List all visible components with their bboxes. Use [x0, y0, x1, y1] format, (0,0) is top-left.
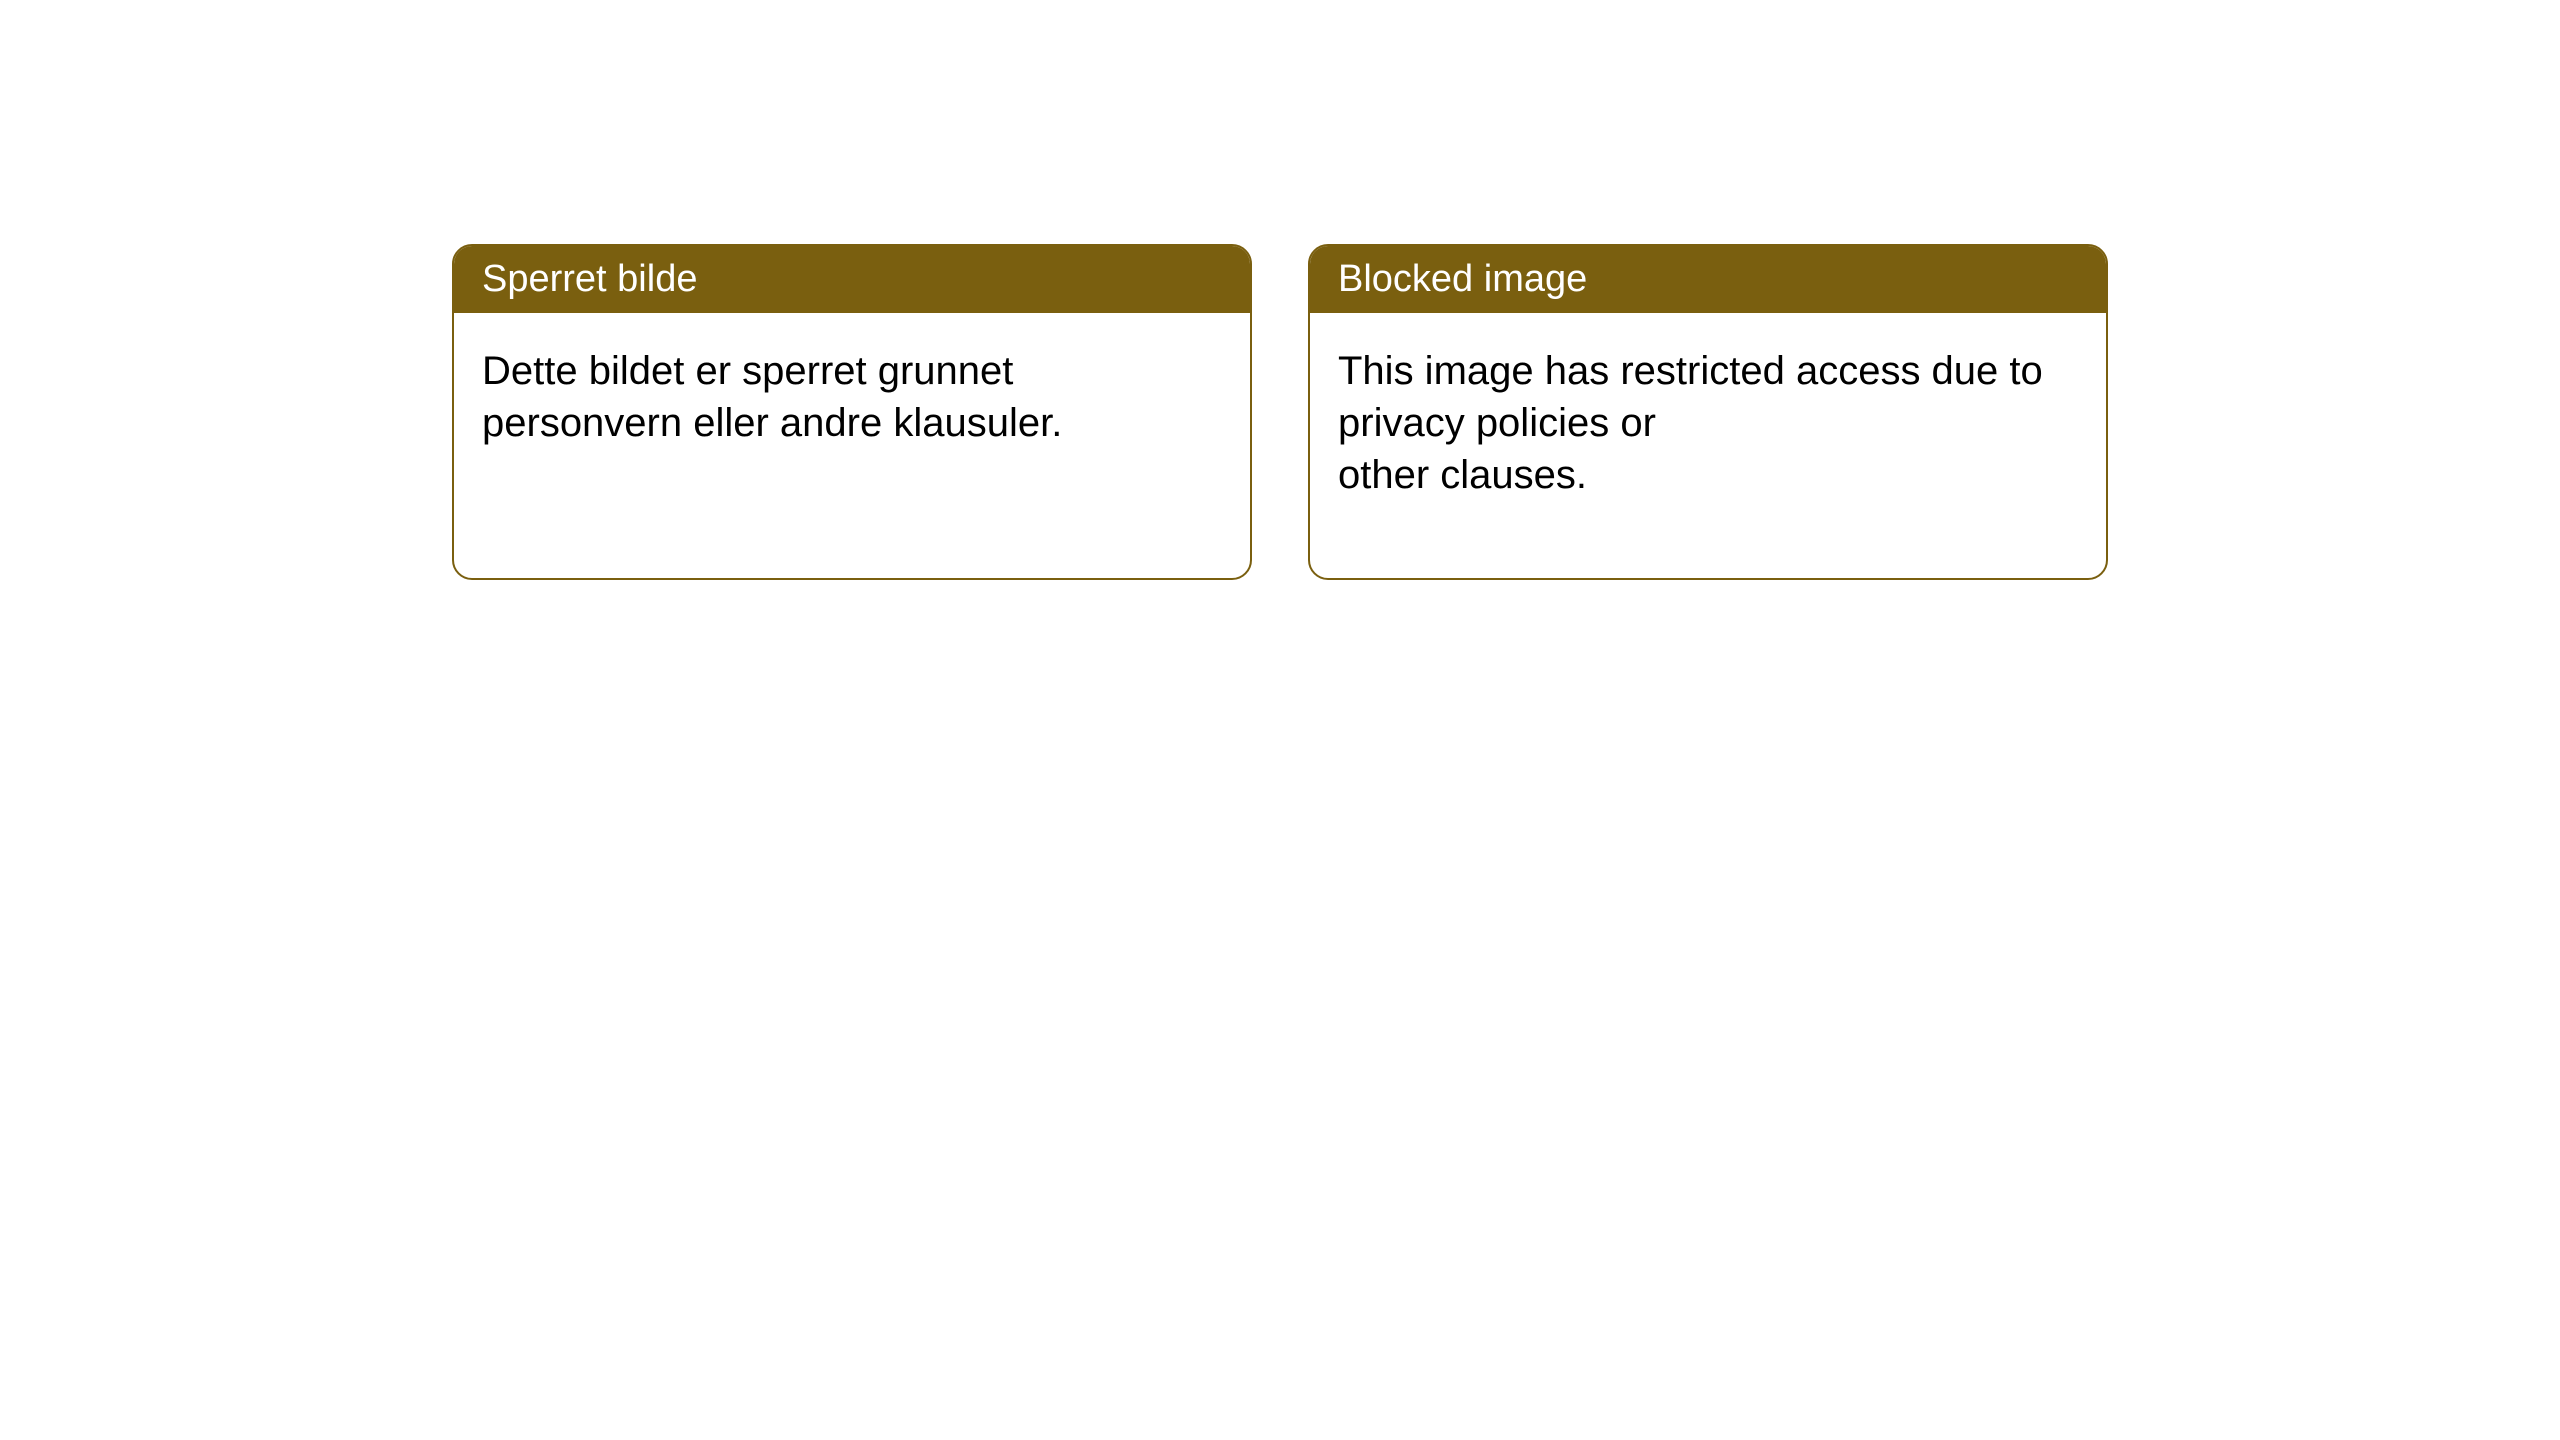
notice-header-english: Blocked image: [1310, 246, 2106, 313]
notice-header-norwegian: Sperret bilde: [454, 246, 1250, 313]
notice-body-english: This image has restricted access due to …: [1310, 313, 2106, 533]
notice-container: Sperret bilde Dette bildet er sperret gr…: [452, 244, 2108, 580]
notice-box-norwegian: Sperret bilde Dette bildet er sperret gr…: [452, 244, 1252, 580]
notice-box-english: Blocked image This image has restricted …: [1308, 244, 2108, 580]
notice-body-norwegian: Dette bildet er sperret grunnet personve…: [454, 313, 1250, 481]
